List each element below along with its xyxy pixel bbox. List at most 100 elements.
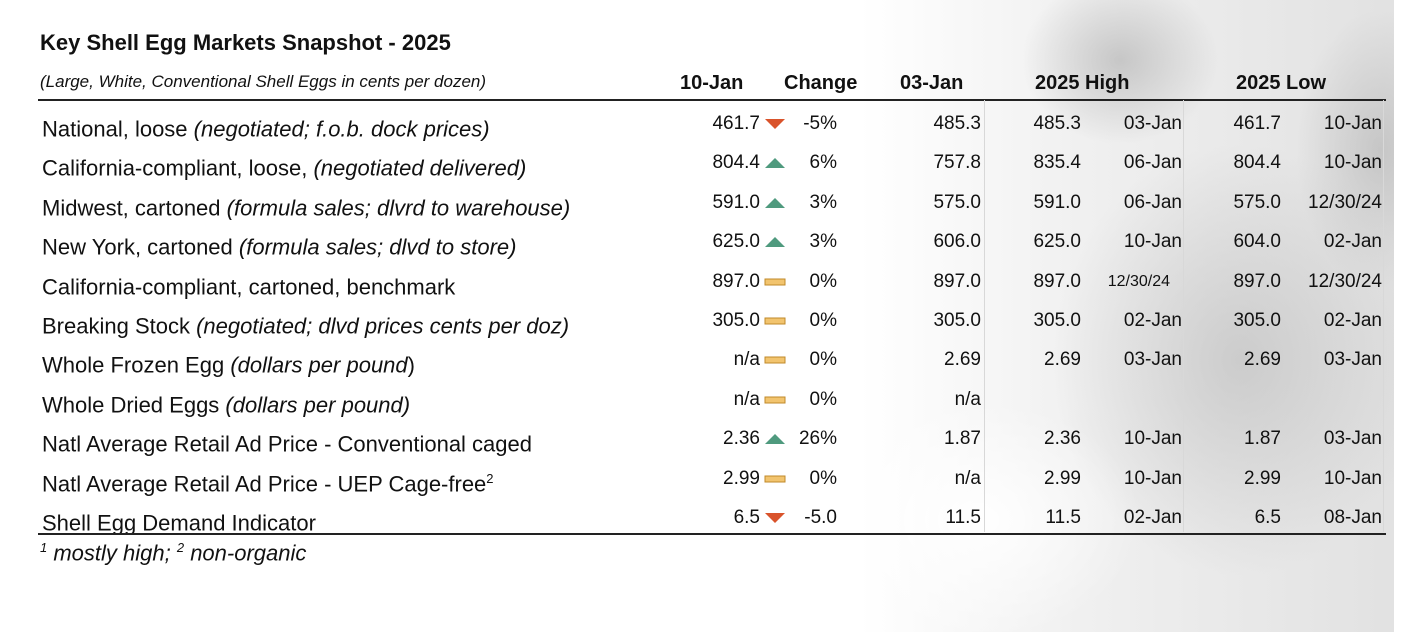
row-label: Breaking Stock (negotiated; dlvd prices … [42,301,569,340]
flat-arrow-icon [764,475,786,483]
table-row: Whole Dried Eggs (dollars per pound) n/a 0… [0,380,1412,419]
low-date: 10-Jan [1323,113,1382,134]
flat-arrow-icon [764,396,786,404]
row-label-text: California-compliant, loose, [42,155,314,181]
right-margin [1394,0,1412,632]
current-value: n/a [733,388,760,410]
page-title: Key Shell Egg Markets Snapshot - 2025 [40,30,451,55]
table-row: California-compliant, cartoned, benchmar… [0,262,1412,301]
prior-value: 897.0 [933,270,981,292]
table-row: Natl Average Retail Ad Price - Conventio… [0,419,1412,458]
row-label: Shell Egg Demand Indicator [42,498,316,537]
table-row: National, loose (negotiated; f.o.b. dock… [0,104,1412,143]
column-header-prior: 03-Jan [900,72,964,94]
column-divider [984,100,985,532]
row-label: Natl Average Retail Ad Price - UEP Cage-… [42,459,494,498]
low-date: 02-Jan [1323,231,1382,253]
high-date: 10-Jan [1123,428,1182,450]
low-value: 575.0 [1233,191,1281,213]
prior-value: 606.0 [933,231,981,253]
row-label-note: (formula sales; dlvd to store) [238,234,517,260]
row-label: Natl Average Retail Ad Price - Conventio… [42,419,532,458]
row-label-text: Midwest, cartoned [42,195,227,221]
low-date: 10-Jan [1323,467,1382,489]
high-date: 03-Jan [1123,113,1182,134]
footnote-marker-1: 1 [40,540,48,555]
low-date: 12/30/24 [1308,191,1382,213]
prior-value: 11.5 [945,507,981,528]
page-subtitle: (Large, White, Conventional Shell Eggs i… [40,72,487,91]
table-row: Whole Frozen Egg (dollars per pound) n/a 0… [0,340,1412,379]
high-date: 12/30/24 [1107,272,1170,290]
row-label: National, loose (negotiated; f.o.b. dock… [42,104,490,143]
row-label-text: California-compliant, cartoned, benchmar… [42,273,456,299]
current-value: 804.4 [712,152,760,174]
change-value: 0% [809,270,837,292]
row-label-note: (dollars per pound) [225,392,411,418]
high-value: 305.0 [1033,310,1081,331]
low-value: 6.5 [1254,507,1281,528]
low-date: 08-Jan [1323,507,1382,528]
footnote-text-2: non-organic [184,540,307,566]
table-row: California-compliant, loose, (negotiated… [0,143,1412,182]
row-label: California-compliant, cartoned, benchmar… [42,262,455,301]
row-label-text: New York, cartoned [42,234,239,260]
change-value: 3% [809,191,837,213]
high-value: 835.4 [1033,152,1081,174]
low-value: 604.0 [1233,231,1281,253]
table-row: Natl Average Retail Ad Price - UEP Cage-… [0,459,1412,498]
row-label-note: (formula sales; dlvrd to warehouse) [226,195,571,221]
change-value: 6% [809,152,837,174]
prior-value: n/a [954,467,981,489]
row-label: Midwest, cartoned (formula sales; dlvrd … [42,183,570,222]
row-label: New York, cartoned (formula sales; dlvd … [42,222,516,261]
change-value: 0% [809,388,837,410]
low-value: 2.69 [1244,349,1281,371]
prior-value: 757.8 [933,152,981,174]
current-value: n/a [733,349,760,371]
footer-rule [38,533,1386,535]
column-divider [1183,100,1184,532]
row-label-text: Breaking Stock [42,313,197,339]
row-label-text: Whole Dried Eggs [42,392,226,418]
high-date: 10-Jan [1123,231,1182,253]
low-value: 1.87 [1244,428,1281,450]
row-label-text: Natl Average Retail Ad Price - Conventio… [42,431,532,457]
row-label-note: (negotiated delivered) [313,155,527,181]
change-value: 0% [809,349,837,371]
low-value: 461.7 [1233,113,1281,134]
change-value: -5.0 [804,507,837,528]
table-row: Midwest, cartoned (formula sales; dlvrd … [0,183,1412,222]
high-date: 06-Jan [1123,191,1182,213]
prior-value: 305.0 [933,310,981,331]
low-value: 2.99 [1244,467,1281,489]
footnote: 1 mostly high; 2 non-organic [40,540,306,566]
current-value: 625.0 [712,231,760,253]
low-date: 03-Jan [1323,349,1382,371]
up-arrow-icon [765,237,785,248]
current-value: 2.99 [723,467,760,489]
footnote-marker-2: 2 [176,540,185,555]
current-value: 305.0 [712,310,760,331]
row-label-note-tail: ) [407,352,415,378]
high-date: 10-Jan [1123,467,1182,489]
row-label: Whole Dried Eggs (dollars per pound) [42,380,410,419]
row-label-text: National, loose [42,116,194,142]
high-value: 897.0 [1033,270,1081,292]
current-value: 897.0 [712,270,760,292]
high-value: 2.36 [1044,428,1081,450]
prior-value: 2.69 [944,349,981,371]
high-value: 625.0 [1033,231,1081,253]
up-arrow-icon [765,197,785,208]
up-arrow-icon [765,434,785,445]
change-value: 0% [809,310,837,331]
row-label-text: Whole Frozen Egg [42,352,231,378]
high-date: 02-Jan [1123,310,1182,331]
flat-arrow-icon [764,356,786,364]
low-date: 10-Jan [1323,152,1382,174]
high-value: 2.69 [1044,349,1081,371]
column-header-low: 2025 Low [1236,72,1327,94]
column-divider [1383,100,1384,532]
high-date: 06-Jan [1123,152,1182,174]
